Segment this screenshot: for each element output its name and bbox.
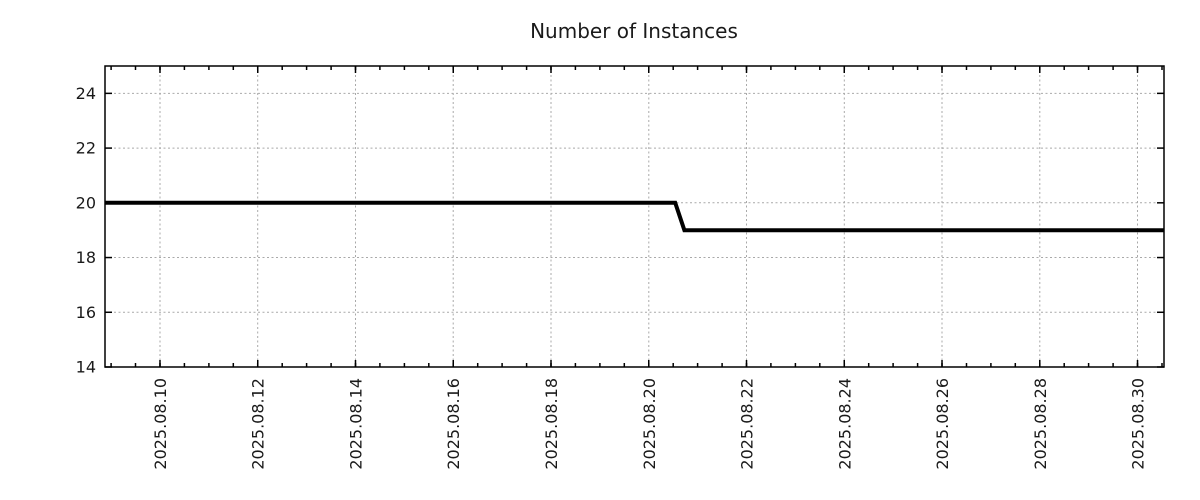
y-tick-label: 20: [76, 193, 96, 212]
x-tick-label: 2025.08.10: [151, 378, 170, 470]
y-tick-label: 22: [76, 139, 96, 158]
x-tick-label: 2025.08.26: [933, 378, 952, 470]
x-tick-label: 2025.08.12: [249, 378, 268, 470]
x-tick-label: 2025.08.30: [1129, 378, 1148, 470]
x-tick-label: 2025.08.22: [738, 378, 757, 470]
x-tick-label: 2025.08.20: [640, 378, 659, 470]
series-instances: [105, 200, 1164, 233]
x-tick-label: 2025.08.16: [444, 378, 463, 470]
y-tick-label: 16: [76, 303, 96, 322]
x-tick-label: 2025.08.14: [347, 378, 366, 470]
x-tick-label: 2025.08.28: [1031, 378, 1050, 470]
x-tick-label: 2025.08.24: [835, 378, 854, 470]
chart-title: Number of Instances: [530, 19, 738, 43]
y-tick-label: 18: [76, 248, 96, 267]
x-tick-label: 2025.08.18: [542, 378, 561, 470]
plot-area: 2025.08.10 2025.08.12 2025.08.14 2025.08.16…: [76, 65, 1165, 470]
y-tick-label: 14: [76, 358, 96, 377]
y-tick-label: 24: [76, 84, 96, 103]
plot-border: [104, 65, 1165, 368]
